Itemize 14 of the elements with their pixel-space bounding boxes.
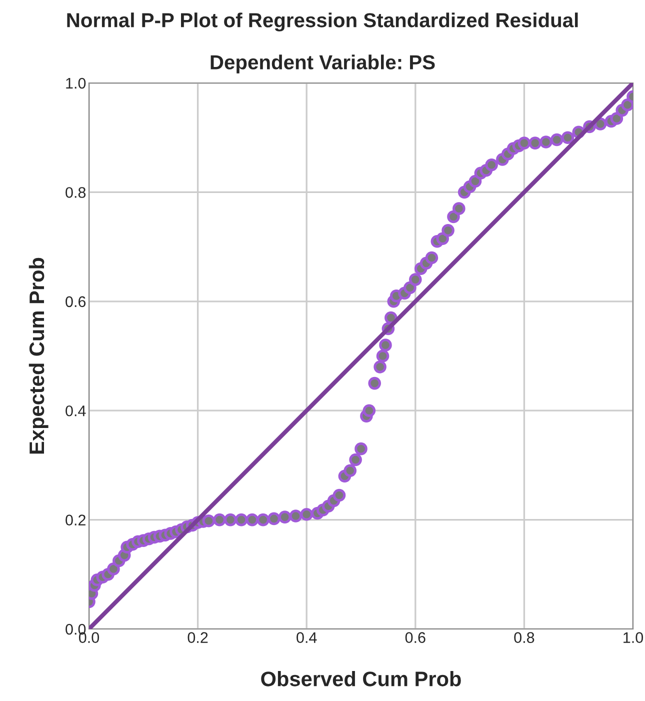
- x-tick-label: 0.2: [188, 632, 208, 643]
- x-tick-label: 0.8: [514, 632, 534, 643]
- chart-title: Normal P-P Plot of Regression Standardized Residual: [67, 12, 578, 32]
- x-axis-title: Observed Cum Prob: [261, 671, 461, 686]
- y-tick-label: 0.8: [66, 187, 86, 198]
- y-tick-label: 1.0: [66, 78, 86, 89]
- y-tick-label: 0.2: [66, 514, 86, 526]
- chart-subtitle: Dependent Variable: PS: [210, 54, 435, 74]
- y-axis-title: Expected Cum Prob: [28, 258, 48, 454]
- x-tick-label: 1.0: [624, 632, 644, 643]
- x-tick-label: 0.6: [405, 632, 426, 643]
- x-tick-label: 0.4: [296, 632, 317, 643]
- y-tick-label: 0.6: [66, 296, 86, 308]
- y-tick-label: 0.4: [66, 405, 86, 416]
